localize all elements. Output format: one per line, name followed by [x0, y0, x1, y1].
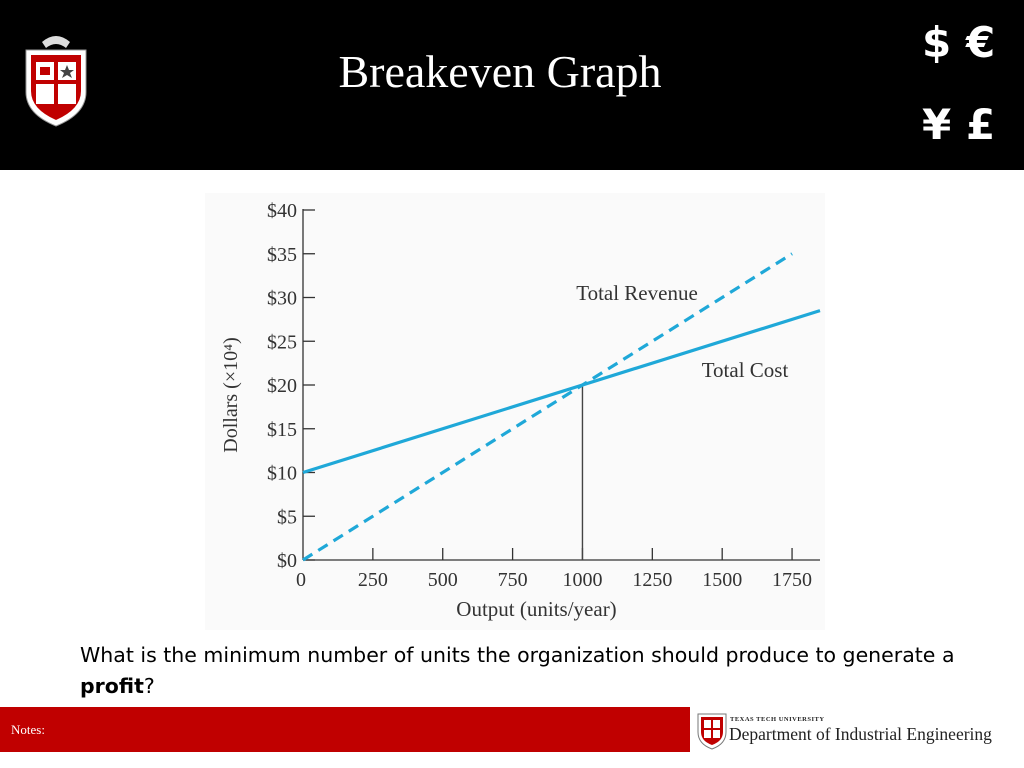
notes-label: Notes: [11, 722, 45, 737]
chart-svg: $0 $5 $10 $15 $20 $25 $30 $35 $40 0 250 500 750 1000 1… [205, 193, 825, 630]
y-tick-label: $0 [277, 550, 297, 572]
breakeven-chart: $0 $5 $10 $15 $20 $25 $30 $35 $40 0 250 500 750 1000 1… [205, 193, 825, 630]
total-cost-line [302, 309, 821, 475]
y-tick-label: $30 [267, 288, 297, 310]
x-tick-label: 500 [428, 569, 458, 591]
y-tick-label: $15 [267, 419, 297, 441]
x-tick-label: 1000 [562, 569, 602, 591]
y-axis-title: Dollars (×10⁴) [220, 337, 242, 452]
x-tick-label: 750 [498, 569, 528, 591]
question-text: What is the minimum number of units the … [80, 640, 960, 702]
footer-bar: Notes: [0, 707, 690, 752]
header-bar: Breakeven Graph $ € ¥ £ [0, 0, 1024, 170]
question-bold-word: profit [80, 674, 144, 698]
institution-name: TEXAS TECH UNIVERSITY [730, 716, 825, 723]
page-title: Breakeven Graph [338, 46, 662, 97]
yen-sign-icon: ¥ [922, 100, 952, 149]
y-tick-label: $20 [267, 375, 297, 397]
y-tick-label: $10 [267, 463, 297, 485]
pound-sign-icon: £ [966, 100, 996, 149]
series-label-total-revenue: Total Revenue [576, 281, 698, 305]
chart-background [205, 193, 825, 630]
question-prefix: What is the minimum number of units the … [80, 643, 955, 667]
x-tick-label: 1500 [702, 569, 742, 591]
question-suffix: ? [143, 674, 155, 698]
y-tick-label: $25 [267, 331, 297, 353]
euro-sign-icon: € [966, 18, 996, 67]
x-tick-label: 1250 [632, 569, 672, 591]
y-tick-label: $40 [267, 200, 297, 222]
x-tick-label: 250 [358, 569, 388, 591]
x-axis-title: Output (units/year) [456, 597, 616, 621]
y-tick-label: $35 [267, 244, 297, 266]
x-tick-label: 1750 [772, 569, 812, 591]
dollar-sign-icon: $ [922, 18, 952, 67]
total-revenue-line [302, 252, 793, 562]
university-seal-icon [25, 36, 87, 127]
x-tick-label: 0 [296, 569, 306, 591]
y-tick-label: $5 [277, 506, 297, 528]
department-logo-icon [697, 713, 727, 750]
series-label-total-cost: Total Cost [702, 358, 789, 382]
department-name: Department of Industrial Engineering [729, 724, 992, 744]
